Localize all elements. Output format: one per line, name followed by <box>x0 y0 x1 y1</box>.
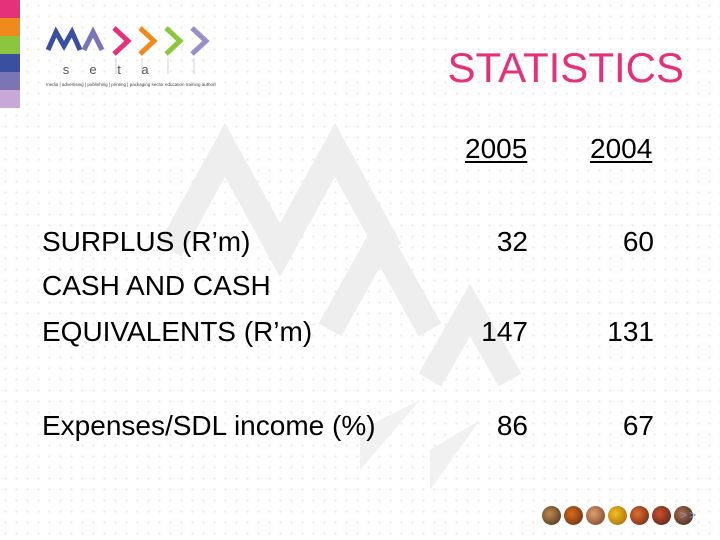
value-cash-2004: 131 <box>607 316 654 347</box>
value-expenses-2004: 67 <box>622 410 654 441</box>
thumbnail-icon <box>542 506 561 525</box>
thumbnail-icon <box>586 506 605 525</box>
value-expenses-2005: 86 <box>496 410 528 441</box>
logo-letter: t <box>117 62 121 77</box>
next-slide-link[interactable]: >> <box>680 508 699 522</box>
logo-letter: a <box>141 62 149 77</box>
logo-letter: e <box>89 62 97 77</box>
color-strip <box>0 54 20 72</box>
color-strip-bar <box>0 0 20 108</box>
logo-letters: s e t a <box>52 62 202 77</box>
value-cash-2005: 147 <box>481 316 528 347</box>
column-header-2004: 2004 <box>590 133 653 164</box>
logo-tagline: media | advertising | publishing | print… <box>46 82 216 87</box>
color-strip <box>0 72 20 90</box>
thumbnail-icon <box>674 506 693 525</box>
slide-title: STATISTICS <box>447 44 684 91</box>
column-header-2005: 2005 <box>465 133 528 164</box>
value-surplus-2005: 32 <box>496 226 528 257</box>
value-surplus-2004: 60 <box>622 226 654 257</box>
thumbnail-icon <box>608 506 627 525</box>
thumbnail-icon <box>564 506 583 525</box>
thumbnail-icon <box>652 506 671 525</box>
row-label-cash-line2: EQUIVALENTS (R’m) <box>42 316 313 347</box>
logo-letter: s <box>62 62 70 77</box>
mappp-logo <box>45 26 210 74</box>
row-label-cash-line1: CASH AND CASH <box>42 270 271 301</box>
row-label-expenses: Expenses/SDL income (%) <box>42 410 376 441</box>
color-strip <box>0 0 20 18</box>
color-strip <box>0 36 20 54</box>
row-label-surplus: SURPLUS (R’m) <box>42 226 251 257</box>
thumbnail-icon <box>630 506 649 525</box>
color-strip <box>0 90 20 108</box>
color-strip <box>0 18 20 36</box>
